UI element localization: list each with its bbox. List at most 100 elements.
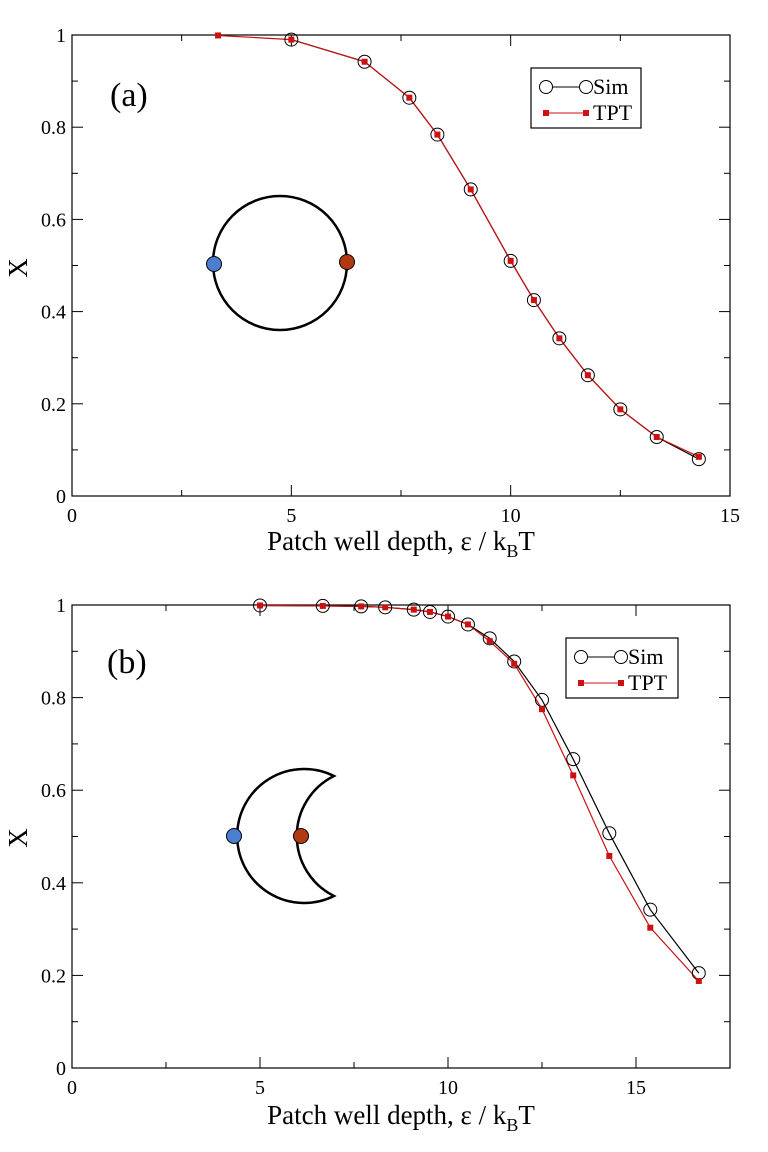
- y-tick-label: 0.8: [41, 117, 66, 139]
- legend-sim-label-a: Sim: [593, 74, 628, 99]
- tpt-point: [426, 608, 433, 615]
- patch-left-crescent: [226, 828, 242, 844]
- sim-point: [354, 599, 369, 614]
- x-tick-label: 15: [720, 505, 740, 527]
- tpt-point: [606, 852, 613, 859]
- sim-point: [284, 32, 299, 47]
- y-tick-label: 0.2: [41, 394, 66, 416]
- tpt-point: [530, 297, 537, 304]
- legend-sim-marker-left-a: [539, 80, 553, 94]
- sim-point: [526, 293, 541, 308]
- panel-label-a: (a): [110, 77, 148, 114]
- sim-point: [507, 654, 522, 669]
- x-tick-label: 10: [501, 505, 521, 527]
- legend-tpt-marker-right-b: [618, 680, 624, 686]
- panel-a: 0 5 10 15 0 0.2 0.4 0.6 0.8 1 (a) X Patch well de…: [3, 25, 740, 561]
- y-tick-label: 0.2: [41, 965, 66, 987]
- legend-sim-marker-left-b: [574, 650, 588, 664]
- legend-sim-label-b: Sim: [628, 644, 663, 669]
- legend-box-b: [565, 637, 679, 699]
- x-tick-label: 5: [286, 505, 296, 527]
- tpt-point: [556, 335, 563, 342]
- legend-tpt-marker-right-a: [583, 110, 589, 116]
- y-axis-label-b: X: [3, 828, 33, 848]
- x-tick-label: 0: [67, 505, 77, 527]
- sim-point: [253, 598, 267, 613]
- sim-point: [552, 331, 567, 346]
- sim-point: [566, 752, 581, 767]
- tpt-point: [464, 621, 471, 628]
- legend-box-a: [530, 67, 642, 129]
- tpt-point: [486, 638, 493, 645]
- inset-circle-particle: [206, 194, 355, 332]
- tpt-point: [584, 372, 591, 379]
- sim-point: [503, 253, 518, 268]
- series-b: [253, 598, 706, 984]
- sim-point: [357, 54, 372, 69]
- y-tick-label: 1: [56, 25, 66, 47]
- tpt-point: [382, 604, 389, 611]
- tpt-point: [358, 603, 365, 610]
- sim-point: [691, 452, 706, 467]
- y-tick-label: 0.6: [41, 780, 66, 802]
- legend-b: Sim TPT: [565, 637, 679, 699]
- sim-point: [315, 598, 330, 613]
- x-tick-label: 0: [67, 1077, 77, 1099]
- sim-point: [613, 402, 628, 417]
- tpt-point: [361, 58, 368, 65]
- patch-right-crescent: [293, 828, 309, 844]
- legend-tpt-label-b: TPT: [628, 670, 668, 695]
- tpt-point: [434, 131, 441, 138]
- tpt-point: [215, 32, 222, 39]
- tpt-point: [653, 433, 660, 440]
- x-axis-label-a: Patch well depth, ε / kBT: [267, 526, 535, 561]
- y-tick-label: 0.6: [41, 209, 66, 231]
- ticks-b: 0 5 10 15 0 0.2 0.4 0.6 0.8 1: [41, 595, 731, 1099]
- x-axis-label-sub-a: B: [506, 541, 518, 561]
- sim-point: [460, 617, 475, 632]
- x-tick-label: 5: [255, 1077, 265, 1099]
- tpt-point: [445, 613, 451, 620]
- inset-crescent-particle: [226, 767, 337, 905]
- x-axis-label-tail-b: T: [518, 1100, 535, 1130]
- y-tick-label: 1: [56, 595, 66, 617]
- tpt-point: [695, 453, 702, 460]
- legend-sim-marker-right-a: [579, 80, 593, 94]
- tpt-point: [539, 706, 545, 713]
- y-tick-label: 0: [56, 1058, 66, 1080]
- sim-point: [430, 127, 445, 142]
- particle-body-circle: [211, 194, 349, 332]
- legend-sim-marker-right-b: [614, 650, 628, 664]
- tpt-point: [695, 977, 702, 984]
- y-tick-label: 0: [56, 486, 66, 508]
- sim-point: [602, 826, 617, 841]
- y-axis-label-a: X: [3, 258, 33, 278]
- y-tick-label: 0.4: [41, 873, 66, 895]
- y-tick-label: 0.8: [41, 688, 66, 710]
- tpt-point: [410, 606, 417, 613]
- tpt-point: [617, 406, 624, 413]
- legend-tpt-marker-left-a: [543, 110, 549, 116]
- tpt-point: [257, 602, 263, 609]
- x-tick-label: 15: [626, 1077, 646, 1099]
- sim-point: [580, 368, 595, 383]
- tpt-point: [570, 772, 577, 779]
- x-axis-label-main-b: Patch well depth, ε / k: [267, 1100, 507, 1130]
- sim-point: [643, 902, 658, 917]
- sim-point: [402, 90, 417, 105]
- sim-point: [378, 600, 393, 615]
- tpt-point: [467, 186, 474, 193]
- tpt-point: [288, 36, 295, 43]
- sim-point: [422, 604, 437, 619]
- patch-left-circle: [206, 256, 222, 272]
- x-axis-label-sub-b: B: [506, 1115, 518, 1135]
- x-axis-label-main-a: Patch well depth, ε / k: [267, 526, 507, 556]
- legend-a: Sim TPT: [530, 67, 642, 129]
- panel-b: 0 5 10 15 0 0.2 0.4 0.6 0.8 1 (b) X Patch well de…: [3, 595, 731, 1135]
- sim-point: [441, 609, 455, 624]
- sim-point: [406, 602, 421, 617]
- sim-point: [463, 182, 478, 197]
- tpt-point: [406, 94, 413, 101]
- y-tick-label: 0.4: [41, 302, 66, 324]
